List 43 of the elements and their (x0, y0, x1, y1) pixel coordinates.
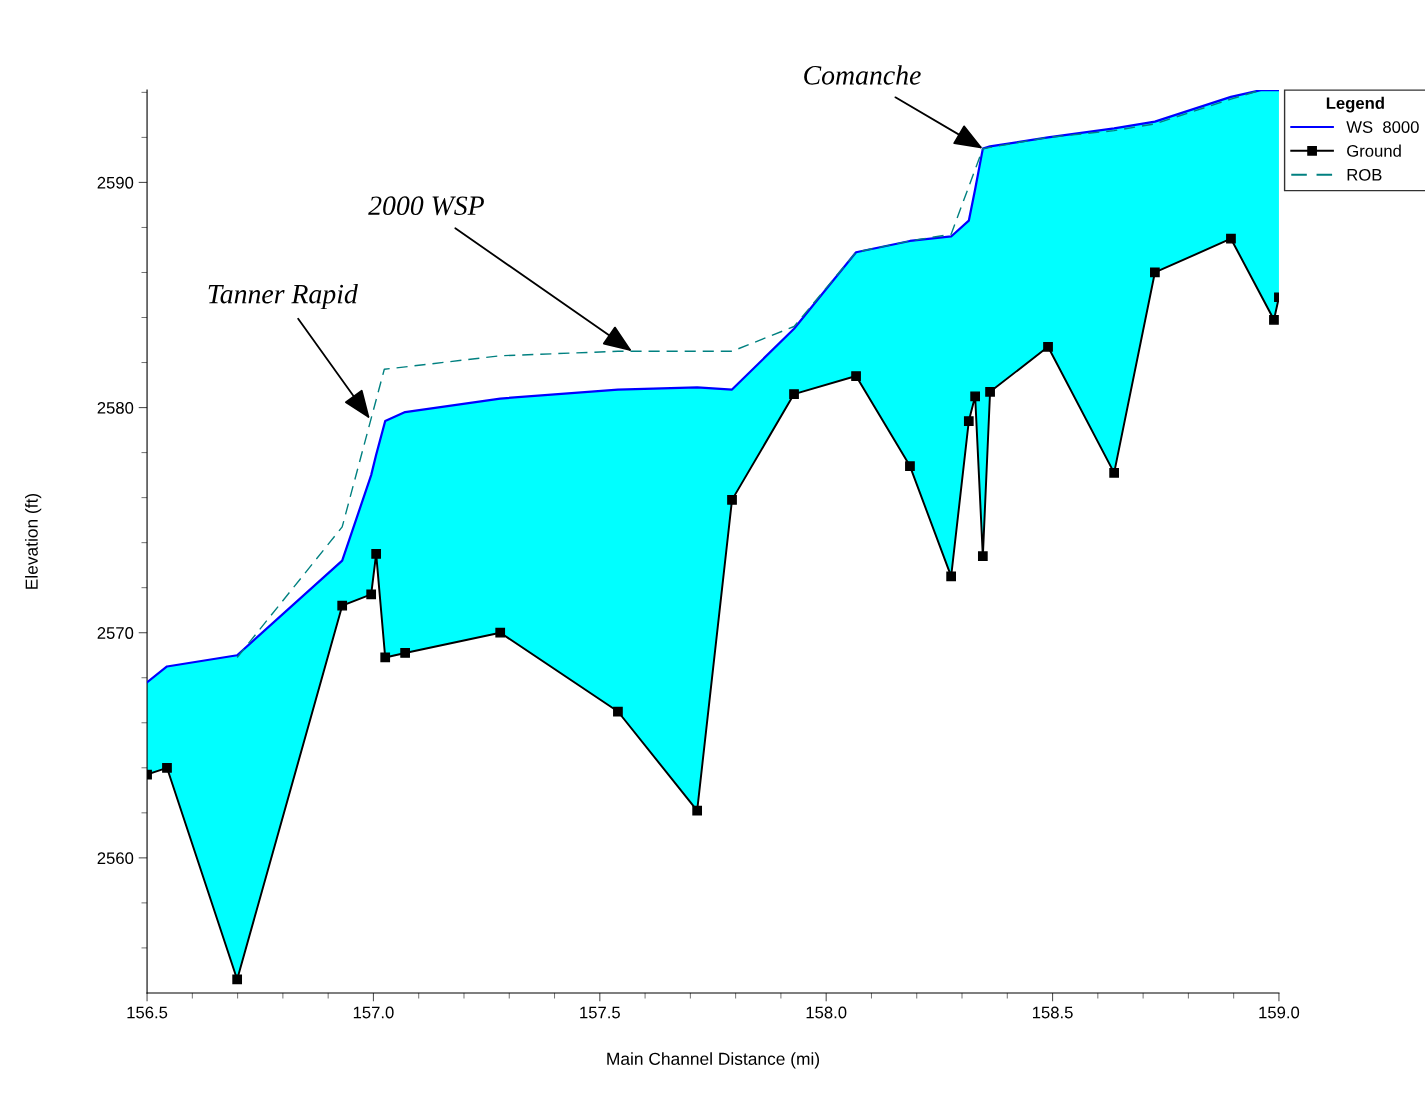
point (905, 461, 915, 471)
point (946, 571, 957, 582)
point (1043, 341, 1053, 352)
point (232, 974, 243, 985)
point (1226, 233, 1236, 244)
legend-title: Legend (1326, 96, 1384, 113)
point (789, 389, 799, 399)
y-tick-label: 2580 (97, 401, 134, 414)
point (1150, 267, 1160, 278)
point (337, 600, 348, 611)
x-tick-label: 157.0 (353, 1006, 394, 1019)
y-tick-label: 2590 (97, 176, 134, 189)
point (977, 551, 988, 562)
point (1269, 314, 1279, 325)
y-tick-label: 2570 (97, 627, 134, 639)
annotation: Tanner Rapid (208, 283, 358, 310)
point (366, 589, 377, 600)
point (985, 386, 995, 397)
point (380, 652, 391, 663)
point (692, 805, 703, 816)
point (727, 495, 737, 505)
point (371, 549, 382, 559)
legend-label: WS 8000 (1346, 121, 1419, 133)
point (495, 627, 506, 638)
point (162, 762, 172, 773)
annotation: Comanche (804, 65, 921, 85)
point (851, 371, 861, 381)
point (400, 648, 410, 658)
x-tick-label: 157.5 (580, 1006, 620, 1019)
y-tick-label: 2560 (97, 852, 134, 865)
x-tick-label: 158.5 (1032, 1006, 1073, 1019)
point (963, 416, 974, 426)
y-axis-title: Elevation (ft) (25, 493, 42, 589)
x-axis-title: Main Channel Distance (mi) (607, 1052, 820, 1069)
legend-label: ROB (1347, 168, 1382, 181)
point (613, 706, 623, 717)
x-tick-label: 156.5 (127, 1006, 168, 1019)
x-tick-label: 158.0 (806, 1006, 847, 1019)
annotation: 2000 WSP (368, 196, 484, 216)
point (970, 391, 981, 402)
x-tick-label: 159.0 (1259, 1006, 1300, 1019)
legend-label: Ground (1347, 144, 1401, 157)
point (1109, 468, 1119, 478)
